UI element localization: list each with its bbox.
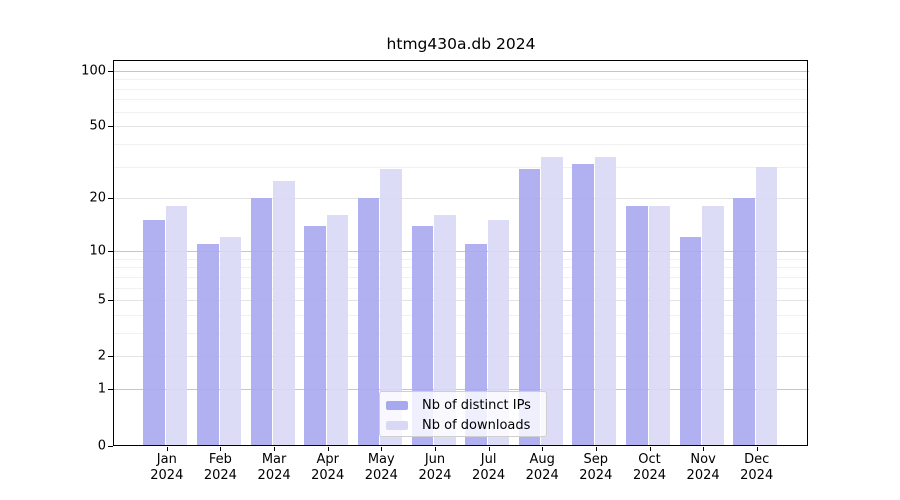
gridline-y-3 — [113, 332, 809, 334]
bar-nb-of-distinct-ips-apr — [304, 225, 326, 446]
y-tick-mark-100 — [107, 70, 113, 72]
bar-nb-of-downloads-jan — [165, 206, 188, 446]
legend-label-distinct-ips: Nb of distinct IPs — [422, 397, 531, 413]
x-tick-mark-jan — [166, 446, 168, 451]
bar-nb-of-downloads-may — [380, 169, 402, 446]
x-tick-label-jul: Jul 2024 — [472, 451, 506, 483]
y-tick-mark-5 — [107, 300, 113, 301]
bar-nb-of-downloads-jun — [434, 215, 456, 446]
bar-nb-of-downloads-jul — [487, 220, 510, 446]
x-tick-mark-apr — [327, 446, 329, 451]
y-tick-mark-10 — [107, 250, 113, 252]
y-tick-mark-20 — [107, 198, 113, 200]
gridline-y-80 — [113, 88, 809, 90]
gridline-y-20 — [113, 198, 809, 200]
x-tick-label-feb: Feb 2024 — [203, 451, 237, 483]
bar-nb-of-downloads-sep — [594, 156, 617, 446]
y-tick-mark-1 — [107, 389, 113, 391]
legend: Nb of distinct IPs Nb of downloads — [379, 391, 547, 437]
x-tick-mark-may — [381, 446, 383, 451]
gridline-y-100 — [113, 70, 809, 72]
gridline-y-10 — [113, 250, 809, 252]
x-tick-mark-feb — [220, 446, 222, 451]
bar-nb-of-distinct-ips-mar — [250, 198, 273, 446]
x-tick-label-oct: Oct 2024 — [632, 451, 667, 483]
gridline-y-1 — [113, 389, 809, 391]
y-tick-mark-2 — [107, 356, 113, 358]
x-tick-mark-nov — [703, 446, 705, 451]
bar-nb-of-downloads-aug — [541, 156, 563, 446]
bar-nb-of-distinct-ips-sep — [572, 164, 594, 446]
gridline-y-8 — [113, 267, 809, 269]
x-tick-label-sep: Sep 2024 — [579, 451, 613, 483]
y-tick-label-100: 100 — [81, 63, 106, 79]
x-tick-label-jan: Jan 2024 — [150, 451, 184, 483]
legend-item-downloads: Nb of downloads — [386, 415, 546, 435]
chart-title: htmg430a.db 2024 — [386, 35, 536, 53]
legend-swatch-downloads — [386, 420, 408, 430]
bar-nb-of-downloads-oct — [648, 206, 671, 446]
x-tick-mark-jun — [435, 446, 436, 451]
gridline-y-30 — [113, 166, 809, 168]
y-tick-label-20: 20 — [89, 190, 106, 206]
bar-nb-of-downloads-mar — [273, 180, 295, 446]
x-tick-mark-dec — [756, 446, 758, 451]
y-tick-label-10: 10 — [89, 243, 106, 259]
bar-nb-of-downloads-feb — [219, 237, 241, 446]
bar-nb-of-downloads-apr — [326, 215, 349, 446]
x-tick-label-nov: Nov 2024 — [686, 451, 720, 483]
legend-label-downloads: Nb of downloads — [422, 417, 531, 433]
y-tick-mark-0 — [107, 445, 113, 447]
y-tick-label-1: 1 — [97, 381, 106, 397]
y-tick-label-5: 5 — [97, 292, 106, 308]
y-tick-mark-50 — [107, 126, 113, 128]
gridline-y-50 — [113, 126, 809, 128]
x-tick-label-jun: Jun 2024 — [418, 451, 452, 483]
gridline-y-70 — [113, 99, 809, 101]
x-tick-label-aug: Aug 2024 — [525, 451, 559, 483]
gridline-y-5 — [113, 300, 809, 301]
x-tick-label-mar: Mar 2024 — [257, 451, 291, 483]
bar-nb-of-distinct-ips-jun — [411, 225, 434, 446]
legend-swatch-distinct-ips — [386, 400, 408, 410]
gridline-y-90 — [113, 79, 809, 81]
gridline-y-9 — [113, 258, 809, 260]
gridline-y-60 — [113, 111, 809, 113]
bar-nb-of-distinct-ips-oct — [626, 206, 648, 446]
x-tick-mark-mar — [274, 446, 276, 451]
gridline-y-4 — [113, 314, 809, 316]
x-tick-label-may: May 2024 — [364, 451, 398, 483]
bar-nb-of-distinct-ips-may — [357, 198, 380, 446]
bar-nb-of-downloads-nov — [702, 206, 724, 446]
bar-nb-of-distinct-ips-nov — [679, 237, 702, 446]
legend-item-distinct-ips: Nb of distinct IPs — [386, 395, 546, 415]
x-tick-mark-aug — [542, 446, 544, 451]
y-tick-label-50: 50 — [89, 118, 106, 134]
x-tick-label-dec: Dec 2024 — [740, 451, 774, 483]
gridline-y-40 — [113, 144, 809, 145]
bar-nb-of-distinct-ips-feb — [197, 243, 219, 446]
bar-nb-of-distinct-ips-jan — [143, 220, 165, 446]
y-tick-label-0: 0 — [97, 438, 106, 453]
gridline-y-7 — [113, 276, 809, 278]
gridline-y-6 — [113, 287, 809, 289]
bar-nb-of-distinct-ips-aug — [518, 169, 541, 446]
x-tick-mark-oct — [649, 446, 651, 451]
gridline-y-2 — [113, 356, 809, 358]
bar-nb-of-distinct-ips-dec — [733, 198, 755, 446]
y-tick-label-2: 2 — [97, 348, 106, 364]
x-tick-mark-jul — [488, 446, 490, 451]
x-tick-mark-sep — [595, 446, 597, 451]
bar-nb-of-downloads-dec — [755, 166, 778, 446]
x-tick-label-apr: Apr 2024 — [311, 451, 345, 483]
